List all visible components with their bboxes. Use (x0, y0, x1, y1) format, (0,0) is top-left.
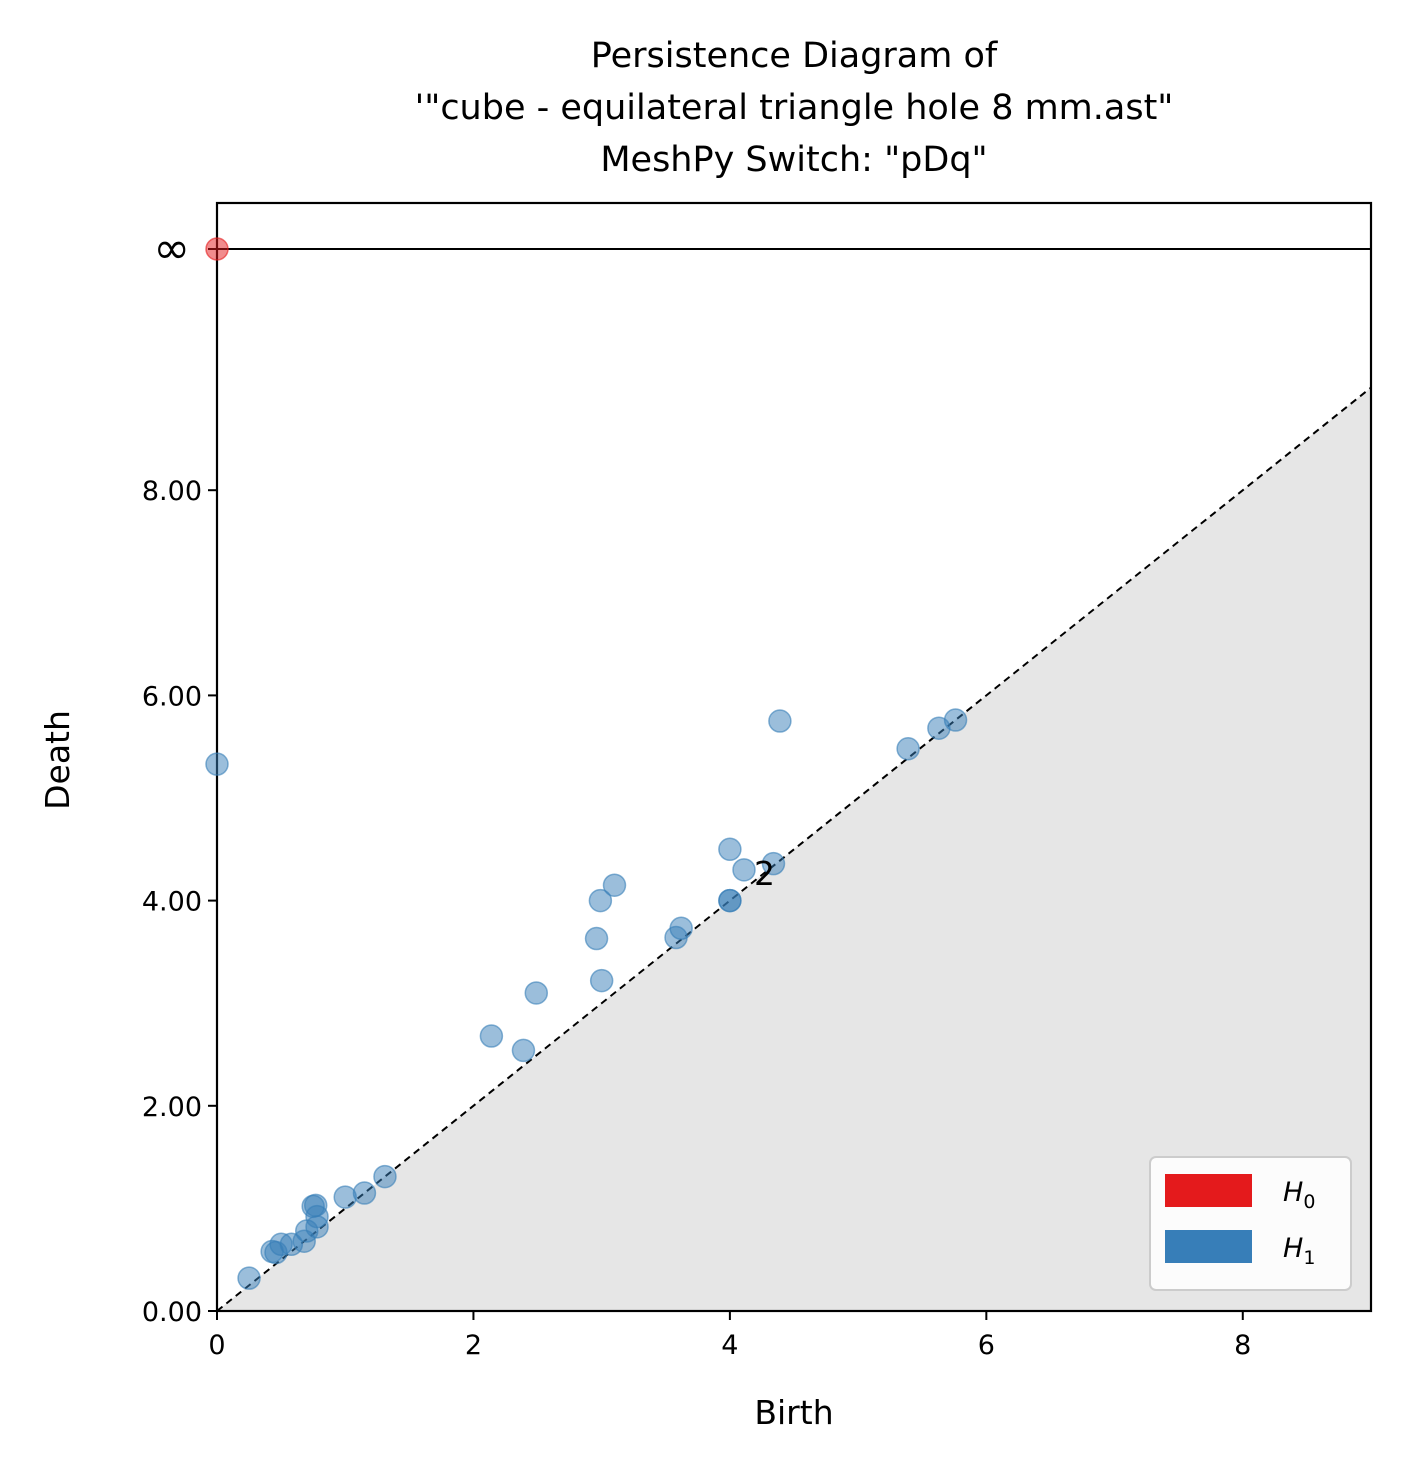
h1-point (602, 873, 627, 897)
title-line-1: Persistence Diagram of (591, 36, 998, 76)
legend-label-h1: H1 (1283, 1233, 1315, 1269)
legend-label-main: H (1283, 1177, 1303, 1208)
h1-point (524, 981, 549, 1005)
h1-point (584, 926, 609, 951)
title-line-3: MeshPy Switch: "pDq" (600, 140, 987, 180)
x-tick-label: 6 (978, 1330, 995, 1361)
y-tick-label: 0.00 (142, 1297, 202, 1328)
y-tick-label: 2.00 (142, 1092, 202, 1123)
h1-point (589, 968, 614, 993)
x-tick-label: 0 (208, 1330, 225, 1361)
x-axis-label: Birth (754, 1393, 833, 1432)
h1-point (373, 1164, 397, 1189)
x-tick-label: 4 (721, 1330, 738, 1361)
h1-point (761, 851, 786, 876)
legend-label-subscript: 1 (1303, 1247, 1315, 1269)
h1-point (896, 737, 920, 761)
y-axis-label: Death (38, 710, 77, 810)
x-tick-label: 8 (1234, 1330, 1251, 1361)
x-tick-label: 2 (465, 1330, 482, 1361)
h0-point (205, 237, 229, 261)
legend-label-h0: H0 (1283, 1177, 1315, 1213)
h1-point (669, 916, 693, 941)
legend-swatch-h0 (1165, 1174, 1252, 1207)
h1-point (333, 1185, 357, 1209)
h1-point (305, 1215, 329, 1239)
h1-point (237, 1266, 261, 1290)
y-tick-label: 6.00 (142, 681, 202, 712)
legend-label-subscript: 0 (1303, 1191, 1315, 1213)
y-tick-label: 8.00 (142, 476, 202, 507)
infinity-tick-label: ∞ (153, 223, 190, 274)
h1-point (511, 1038, 536, 1063)
y-tick-label: 4.00 (142, 887, 202, 918)
h1-point (588, 888, 613, 913)
h1-point (732, 858, 756, 882)
h1-point (352, 1181, 377, 1205)
h1-point (479, 1024, 504, 1048)
title-line-2: '"cube - equilateral triangle hole 8 mm.… (415, 88, 1174, 128)
h1-point (205, 752, 229, 776)
h1-point (718, 888, 742, 913)
h1-point (943, 708, 968, 732)
diagonal-line (216, 386, 1372, 1312)
legend-label-main: H (1283, 1233, 1303, 1264)
legend-swatch-h1 (1165, 1230, 1252, 1263)
point-multiplicity-label: 2 (754, 854, 775, 893)
h1-point (718, 837, 742, 862)
chart-title: Persistence Diagram of '"cube - equilate… (415, 36, 1174, 180)
h1-point (768, 709, 792, 733)
